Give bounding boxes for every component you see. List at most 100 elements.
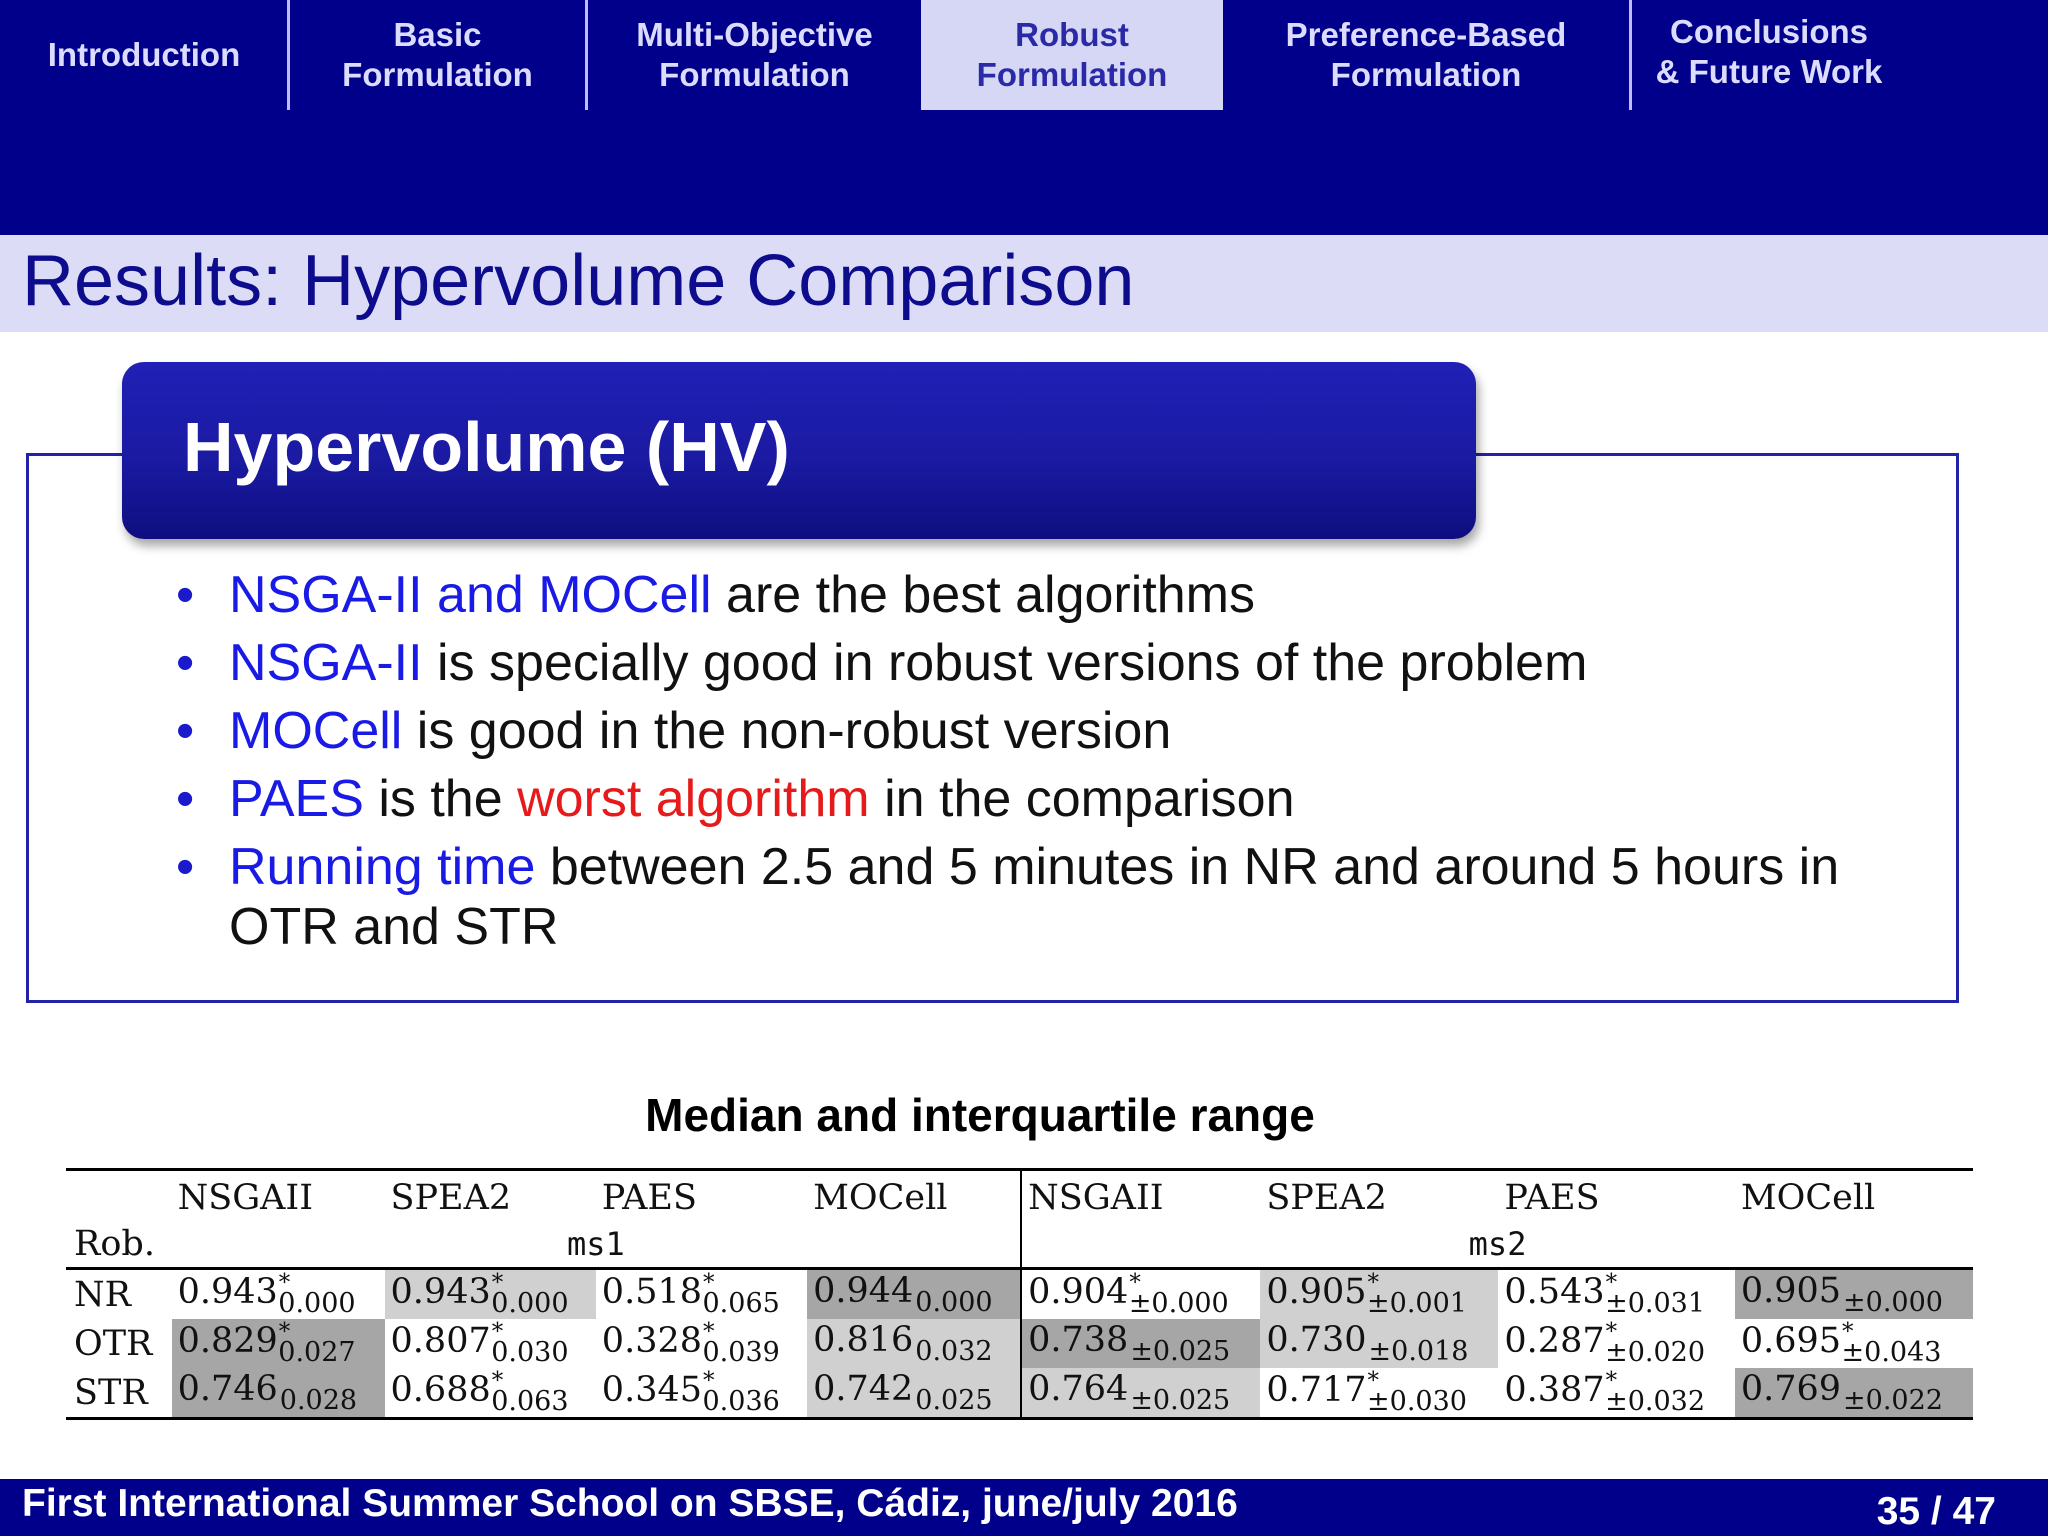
significance-star: * xyxy=(1605,1368,1618,1394)
table-cell: 0.905±0.000 xyxy=(1734,1267,1973,1319)
cell-iqr: 0.027 xyxy=(278,1337,356,1368)
footer-text: First International Summer School on SBS… xyxy=(22,1482,1238,1525)
cell-median: 0.518 xyxy=(601,1272,702,1312)
results-table: NSGAII SPEA2 PAES MOCell NSGAII SPEA2 PA… xyxy=(66,1168,1973,1420)
nav-tab-line: Basic xyxy=(393,16,482,53)
cell-median: 0.543 xyxy=(1504,1272,1605,1312)
table-cell: 0.328*0.039 xyxy=(596,1319,807,1368)
cell-median: 0.905 xyxy=(1740,1271,1842,1311)
cell-iqr: 0.000 xyxy=(915,1287,993,1318)
table-cell: 0.287*±0.020 xyxy=(1498,1319,1734,1368)
table-row: OTR 0.829*0.027 0.807*0.030 0.328*0.039 0.81… xyxy=(66,1319,1973,1368)
significance-star: * xyxy=(1367,1368,1380,1394)
significance-star: * xyxy=(1367,1270,1380,1296)
column-header: PAES xyxy=(595,1168,808,1221)
significance-star: * xyxy=(703,1319,715,1345)
table-row: NR 0.943*0.000 0.943*0.000 0.518*0.065 0.944… xyxy=(66,1267,1973,1319)
cell-iqr: ±0.000 xyxy=(1128,1288,1229,1319)
table-cell: 0.730±0.018 xyxy=(1260,1319,1499,1368)
cell-iqr: 0.032 xyxy=(915,1336,993,1367)
column-header: NSGAII xyxy=(171,1168,385,1221)
bullet-highlight: MOCell xyxy=(229,702,403,760)
bullet-dot-icon: • xyxy=(176,838,195,896)
cell-median: 0.904 xyxy=(1028,1272,1129,1312)
table-cell: 0.387*±0.032 xyxy=(1498,1368,1735,1420)
bullet-list: • NSGA-II and MOCell are the best algorit… xyxy=(176,565,1876,965)
bullet-text: between 2.5 and 5 minutes in NR and arou… xyxy=(229,838,1840,956)
group-header-ms2: ms2 xyxy=(1020,1221,1973,1270)
bullet-dot-icon: • xyxy=(176,566,195,624)
cell-iqr: ±0.018 xyxy=(1368,1336,1469,1367)
cell-median: 0.943 xyxy=(390,1272,491,1312)
table-cell: 0.8160.032 xyxy=(807,1319,1022,1368)
bullet-highlight-red: worst algorithm xyxy=(517,770,870,828)
table-cell: 0.829*0.027 xyxy=(171,1319,385,1368)
table-cell: 0.543*±0.031 xyxy=(1498,1267,1735,1319)
cell-iqr: 0.025 xyxy=(915,1385,993,1416)
cell-median: 0.738 xyxy=(1028,1320,1129,1360)
significance-star: * xyxy=(1842,1319,1854,1345)
table-body: NR 0.943*0.000 0.943*0.000 0.518*0.065 0.944… xyxy=(66,1267,1973,1420)
significance-star: * xyxy=(1605,1270,1618,1296)
cell-median: 0.807 xyxy=(390,1321,491,1361)
cell-median: 0.717 xyxy=(1266,1370,1367,1410)
table-caption: Median and interquartile range xyxy=(645,1089,1315,1141)
column-header-empty xyxy=(66,1168,172,1221)
row-label: STR xyxy=(66,1368,172,1420)
bullet-dot-icon: • xyxy=(176,634,195,692)
table-cell: 0.345*0.036 xyxy=(595,1368,808,1420)
cell-iqr: 0.030 xyxy=(491,1337,569,1368)
cell-iqr: 0.028 xyxy=(279,1385,358,1416)
cell-iqr: ±0.043 xyxy=(1841,1337,1942,1368)
row-header-label: Rob. xyxy=(66,1221,172,1270)
group-header-ms1: ms1 xyxy=(171,1221,1022,1270)
nav-tab-robust-formulation[interactable]: Robust Formulation xyxy=(921,0,1223,110)
page-total: 47 xyxy=(1952,1490,1996,1533)
nav-tab-line: Formulation xyxy=(976,56,1168,93)
nav-separator xyxy=(287,0,290,110)
table-header-row: NSGAII SPEA2 PAES MOCell NSGAII SPEA2 PA… xyxy=(66,1168,1973,1221)
column-header: PAES xyxy=(1498,1168,1735,1221)
cell-iqr: 0.063 xyxy=(491,1386,569,1417)
cell-median: 0.769 xyxy=(1740,1369,1842,1409)
significance-star: * xyxy=(491,1270,504,1296)
cell-iqr: ±0.030 xyxy=(1367,1386,1467,1417)
nav-tab-introduction[interactable]: Introduction xyxy=(0,0,288,110)
bullet-item: • NSGA-II and MOCell are the best algorit… xyxy=(176,565,1876,625)
bullet-text: are the best algorithms xyxy=(711,566,1255,624)
cell-median: 0.764 xyxy=(1028,1369,1129,1409)
nav-tab-basic-formulation[interactable]: Basic Formulation xyxy=(290,0,585,110)
significance-star: * xyxy=(278,1270,291,1296)
page-title: Results: Hypervolume Comparison xyxy=(22,241,1135,321)
table-cell: 0.7420.025 xyxy=(807,1368,1022,1420)
nav-tab-line: & Future Work xyxy=(1655,53,1883,90)
page-number: 35 / 47 xyxy=(1877,1486,1996,1538)
bullet-item: • MOCell is good in the non-robust versio… xyxy=(176,701,1876,761)
cell-median: 0.695 xyxy=(1740,1321,1842,1361)
table-cell: 0.9440.000 xyxy=(807,1267,1022,1319)
bullet-highlight: NSGA-II xyxy=(229,634,423,692)
table-row: STR 0.7460.028 0.688*0.063 0.345*0.036 0.742… xyxy=(66,1368,1973,1420)
nav-tab-preference-based-formulation[interactable]: Preference-Based Formulation xyxy=(1223,0,1629,110)
nav-tab-conclusions-future-work[interactable]: Conclusions & Future Work xyxy=(1632,0,1906,107)
column-header: SPEA2 xyxy=(1260,1168,1499,1221)
nav-tab-line: Formulation xyxy=(342,56,533,93)
significance-star: * xyxy=(1129,1270,1141,1296)
cell-median: 0.944 xyxy=(813,1271,914,1311)
row-label: NR xyxy=(66,1267,172,1319)
significance-star: * xyxy=(491,1319,504,1345)
table-group-row: Rob. ms1 ms2 xyxy=(66,1221,1973,1270)
significance-star: * xyxy=(703,1270,715,1296)
nav-tab-line: Conclusions xyxy=(1669,13,1869,50)
cell-iqr: ±0.022 xyxy=(1843,1385,1943,1416)
column-header: MOCell xyxy=(807,1168,1022,1221)
cell-median: 0.742 xyxy=(813,1369,914,1409)
table-cell: 0.7460.028 xyxy=(171,1368,385,1420)
table-cell: 0.518*0.065 xyxy=(595,1267,808,1319)
nav-tab-multi-objective-formulation[interactable]: Multi-Objective Formulation xyxy=(588,0,921,110)
block-title: Hypervolume (HV) xyxy=(183,408,790,486)
bullet-text: is the xyxy=(363,770,518,828)
table-cell: 0.717*±0.030 xyxy=(1260,1368,1499,1420)
bullet-dot-icon: • xyxy=(176,770,195,828)
nav-tab-line: Multi-Objective xyxy=(636,16,873,53)
